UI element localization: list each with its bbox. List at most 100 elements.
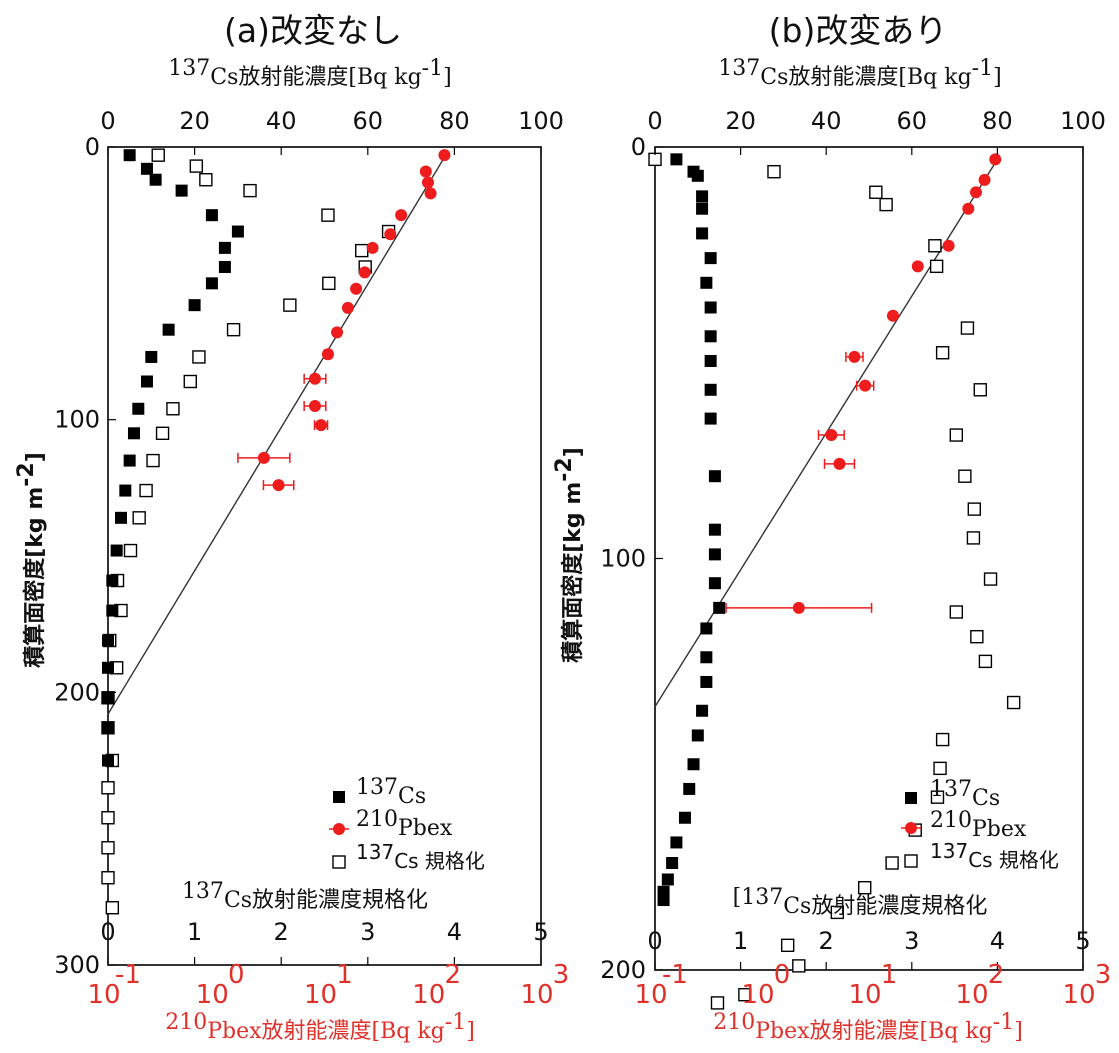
cs137-point bbox=[704, 252, 717, 265]
pb210-point bbox=[438, 149, 451, 162]
inner-tick-label: 2 bbox=[274, 918, 289, 946]
cs137-point bbox=[110, 544, 123, 557]
panel-b-legend: 137Cs 210Pbex 137Cs 規格化 bbox=[901, 777, 1059, 872]
cs137-point bbox=[696, 190, 709, 203]
cs137-norm-point bbox=[966, 531, 981, 545]
panel-a-plot-frame bbox=[107, 146, 542, 966]
pb210-point bbox=[308, 372, 321, 385]
cs137-norm-point bbox=[780, 938, 795, 953]
cs137-point bbox=[691, 169, 704, 182]
cs137-point bbox=[205, 209, 218, 222]
panel-a-top-axis-title: 137Cs放射能濃度[Bq kg-1] bbox=[168, 56, 451, 90]
top-tick-label: 20 bbox=[725, 107, 756, 135]
legend-cs137-norm-marker bbox=[332, 855, 346, 869]
cs137-norm-point bbox=[199, 173, 213, 187]
inner-tick-label: 5 bbox=[533, 918, 548, 946]
cs137-norm-point bbox=[978, 654, 993, 669]
cs137-norm-point bbox=[885, 856, 899, 870]
cs137-norm-point bbox=[958, 469, 972, 483]
cs137-point bbox=[691, 729, 704, 742]
inner-tick-label: 4 bbox=[447, 918, 462, 946]
cs137-point bbox=[700, 622, 713, 635]
pb210-point bbox=[358, 266, 371, 279]
log-tick-exponent: 0 bbox=[774, 960, 791, 990]
cs137-point bbox=[700, 276, 713, 289]
pb210-point bbox=[350, 282, 363, 295]
log-tick-label: 10 bbox=[634, 980, 667, 1010]
cs137-point bbox=[102, 754, 114, 767]
cs137-norm-point bbox=[858, 881, 872, 895]
cs137-norm-point bbox=[123, 543, 138, 558]
legend-cs137-marker bbox=[333, 791, 345, 803]
cs137-norm-point bbox=[933, 761, 947, 776]
cs137-norm-point bbox=[960, 321, 975, 335]
log-tick-label: 10 bbox=[412, 980, 445, 1010]
cs137-norm-point bbox=[183, 374, 197, 389]
cs137-point bbox=[696, 704, 709, 717]
top-tick-label: 80 bbox=[439, 107, 470, 135]
log-tick-exponent: 3 bbox=[553, 960, 570, 990]
top-tick-label: 20 bbox=[179, 107, 210, 135]
cs137-norm-point bbox=[146, 453, 160, 468]
cs137-norm-point bbox=[935, 732, 950, 747]
cs137-point bbox=[708, 577, 721, 590]
log-tick-label: 10 bbox=[741, 980, 774, 1010]
log-tick-label: 10 bbox=[196, 980, 229, 1010]
cs137-point bbox=[205, 277, 218, 290]
cs137-point bbox=[102, 661, 114, 674]
pb210-point bbox=[859, 379, 872, 392]
inner-tick-label: 3 bbox=[904, 927, 919, 955]
cs137-norm-point bbox=[869, 185, 883, 199]
cs137-norm-point bbox=[243, 183, 257, 198]
pb210-point bbox=[886, 309, 899, 322]
top-tick-label: 60 bbox=[353, 107, 384, 135]
cs137-norm-point bbox=[928, 239, 942, 253]
cs137-point bbox=[704, 330, 717, 343]
cs137-point bbox=[102, 691, 114, 704]
cs137-point bbox=[149, 173, 162, 186]
cs137-norm-point bbox=[166, 402, 180, 416]
cs137-point bbox=[708, 548, 721, 561]
legend-pb210-label: 210Pbex bbox=[930, 808, 1027, 842]
cs137-norm-point bbox=[929, 259, 944, 274]
cs137-point bbox=[114, 511, 127, 524]
top-tick-label: 0 bbox=[100, 107, 115, 135]
pb210-point bbox=[366, 241, 379, 254]
legend-cs137-label: 137Cs bbox=[930, 777, 1000, 811]
cs137-point bbox=[123, 454, 136, 467]
panel-b-bottom-axis-title: 210Pbex放射能濃度[Bq kg-1] bbox=[713, 1010, 1023, 1044]
pb210-point bbox=[792, 601, 805, 614]
pb210-point bbox=[421, 176, 434, 189]
log-tick-exponent: -1 bbox=[662, 960, 688, 990]
cs137-norm-point bbox=[321, 208, 335, 222]
cs137-norm-point bbox=[101, 841, 115, 855]
log-tick-label: 10 bbox=[955, 980, 988, 1010]
pb210-point bbox=[848, 350, 861, 363]
log-tick-exponent: 3 bbox=[1095, 960, 1112, 990]
cs137-norm-point bbox=[151, 148, 165, 162]
cs137-point bbox=[696, 202, 709, 215]
cs137-norm-point bbox=[767, 164, 781, 179]
y-tick-label: 0 bbox=[85, 133, 100, 161]
cs137-point bbox=[704, 412, 717, 425]
log-tick-label: 10 bbox=[1062, 980, 1095, 1010]
pb210-point bbox=[911, 260, 924, 273]
legend-cs137-label: 137Cs bbox=[356, 775, 426, 809]
cs137-point bbox=[140, 162, 153, 175]
cs137-norm-point bbox=[879, 197, 893, 212]
cs137-point bbox=[670, 153, 683, 166]
panel-a-legend: 137Cs 210Pbex 137Cs 規格化 bbox=[329, 775, 485, 873]
panel-b-title: (b)改変あり bbox=[769, 11, 948, 50]
log-tick-exponent: 1 bbox=[336, 960, 353, 990]
log-tick-label: 10 bbox=[520, 980, 553, 1010]
cs137-point bbox=[704, 301, 717, 314]
pb210-point bbox=[308, 400, 321, 413]
cs137-norm-point bbox=[105, 901, 120, 915]
inner-tick-label: 0 bbox=[647, 927, 662, 955]
cs137-point bbox=[700, 651, 713, 664]
panel-a-y-axis-title: 積算面密度[kg m-2] bbox=[14, 452, 48, 668]
pb210-point bbox=[419, 165, 432, 178]
cs137-norm-point bbox=[949, 428, 964, 442]
cs137-norm-point bbox=[132, 511, 146, 525]
cs137-point bbox=[657, 894, 670, 907]
